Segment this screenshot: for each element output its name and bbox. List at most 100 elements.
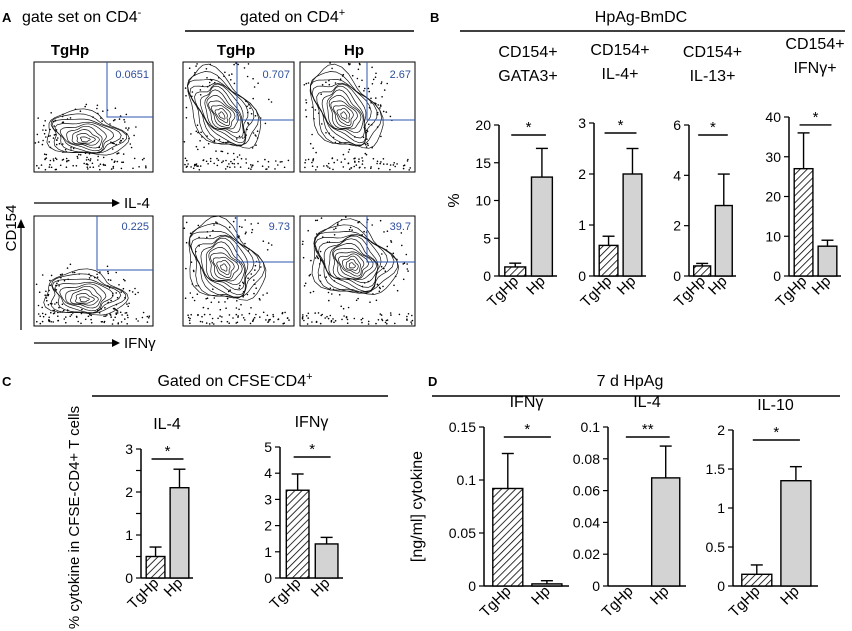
cd154-axis-label: CD154 xyxy=(3,205,20,252)
y-tick-label: 3 xyxy=(578,115,586,131)
bar-hp xyxy=(169,487,190,579)
chart-title-line2: IL-4+ xyxy=(602,66,639,83)
y-axis-label: % cytokine in CFSE-CD4+ T cells xyxy=(66,406,83,629)
category-label: TgHp xyxy=(726,583,764,621)
y-tick-label: 3 xyxy=(264,491,272,507)
y-axis-label: % xyxy=(446,193,463,207)
y-tick-label: 0.5 xyxy=(706,539,726,555)
ifng-axis-label: IFNγ xyxy=(124,335,156,352)
panel-c: C Gated on CFSE-CD4+ xyxy=(2,371,388,397)
y-tick-label: 1 xyxy=(578,217,586,233)
y-tick-label: 1.5 xyxy=(706,461,726,477)
chart-title: IL-4 xyxy=(633,394,661,411)
y-tick-label: 2 xyxy=(717,422,725,438)
panel-d-letter: D xyxy=(428,374,437,389)
y-tick-label: 30 xyxy=(765,149,781,165)
chart-title: IFNγ xyxy=(510,394,544,411)
col-label-hp: Hp xyxy=(344,42,364,59)
significance-mark: * xyxy=(618,117,624,134)
bar-tghp xyxy=(145,555,166,579)
chart-title: IFNγ xyxy=(295,414,329,431)
y-tick-label: 0.06 xyxy=(573,483,600,499)
significance-mark: * xyxy=(813,109,819,126)
quadrant-value-r1c3: 2.67 xyxy=(390,69,411,81)
chart-title: IL-10 xyxy=(757,397,794,414)
y-tick-label: 4 xyxy=(673,167,681,183)
y-tick-label: 40 xyxy=(765,109,781,125)
panel-b: B HpAg-BmDC xyxy=(430,9,845,32)
col-label-tghp-1: TgHp xyxy=(51,42,89,59)
chart-title-line1: CD154+ xyxy=(498,44,557,61)
panel-c-letter: C xyxy=(2,374,12,389)
chart-title-line2: GATA3+ xyxy=(498,68,557,85)
y-tick-label: 0.15 xyxy=(449,419,476,435)
y-tick-label: 2 xyxy=(264,518,272,534)
y-tick-label: 0 xyxy=(717,578,725,594)
y-tick-label: 0.04 xyxy=(573,514,600,530)
bar-hp xyxy=(530,176,554,277)
category-label: TgHp xyxy=(477,583,515,621)
panel-a: A gate set on CD4- gated on CD4+ TgHp Tg… xyxy=(2,7,416,352)
y-tick-label: 10 xyxy=(475,193,491,209)
y-tick-label: 2 xyxy=(578,166,586,182)
chart-title-line2: IL-13+ xyxy=(690,68,736,85)
y-tick-label: 0 xyxy=(468,578,476,594)
bar-hp xyxy=(531,583,563,587)
quadrant-value-r2c3: 39.7 xyxy=(390,221,411,233)
flow-plot-r1c3: 2.67 xyxy=(299,61,416,173)
panel-a-letter: A xyxy=(2,10,12,25)
flow-plot-r2c1: 0.225 xyxy=(33,215,154,327)
y-tick-label: 2 xyxy=(673,218,681,234)
chart-title: IL-4 xyxy=(153,416,181,433)
bar-tghp xyxy=(741,573,773,587)
y-axis-label: [ng/ml] cytokine xyxy=(409,451,426,562)
y-tick-label: 0 xyxy=(673,268,681,284)
flow-plot-r1c2: 0.707 xyxy=(182,61,295,173)
y-tick-label: 1 xyxy=(125,527,133,543)
panel-d: D 7 d HpAg xyxy=(428,373,840,397)
y-tick-label: 0 xyxy=(483,268,491,284)
category-label: TgHp xyxy=(599,583,637,621)
bar-hp xyxy=(622,173,643,277)
y-tick-label: 0 xyxy=(578,268,586,284)
y-tick-label: 2 xyxy=(125,484,133,500)
panel-d-title: 7 d HpAg xyxy=(597,373,664,390)
significance-mark: * xyxy=(773,424,779,441)
y-tick-label: 0 xyxy=(125,570,133,586)
y-tick-label: 10 xyxy=(765,228,781,244)
significance-mark: * xyxy=(710,119,716,136)
y-tick-label: 4 xyxy=(264,465,272,481)
chart-title-line1: CD154+ xyxy=(590,42,649,59)
y-tick-label: 0 xyxy=(592,578,600,594)
category-label: TgHp xyxy=(267,575,305,613)
significance-mark: ** xyxy=(642,421,654,438)
y-tick-label: 15 xyxy=(475,155,491,171)
bar-tghp xyxy=(793,167,814,277)
bar-tghp xyxy=(285,489,310,579)
chart-title-line1: CD154+ xyxy=(785,36,844,53)
y-tick-label: 0.08 xyxy=(573,451,600,467)
quadrant-value-r1c1: 0.0651 xyxy=(115,69,149,81)
significance-mark: * xyxy=(524,421,530,438)
panel-a-heading-left: gate set on CD4- xyxy=(22,7,142,26)
significance-mark: * xyxy=(309,441,315,458)
y-tick-label: 0.05 xyxy=(449,525,476,541)
flow-plot-r2c2: 9.73 xyxy=(182,215,295,327)
y-tick-label: 20 xyxy=(765,189,781,205)
bar-tghp xyxy=(598,244,619,277)
panel-a-heading-right: gated on CD4+ xyxy=(240,7,345,26)
bar-tghp xyxy=(492,487,524,587)
panel-b-title: HpAg-BmDC xyxy=(595,9,687,26)
quadrant-value-r2c2: 9.73 xyxy=(269,221,290,233)
y-tick-label: 0.1 xyxy=(581,419,601,435)
bar-hp xyxy=(780,480,812,587)
